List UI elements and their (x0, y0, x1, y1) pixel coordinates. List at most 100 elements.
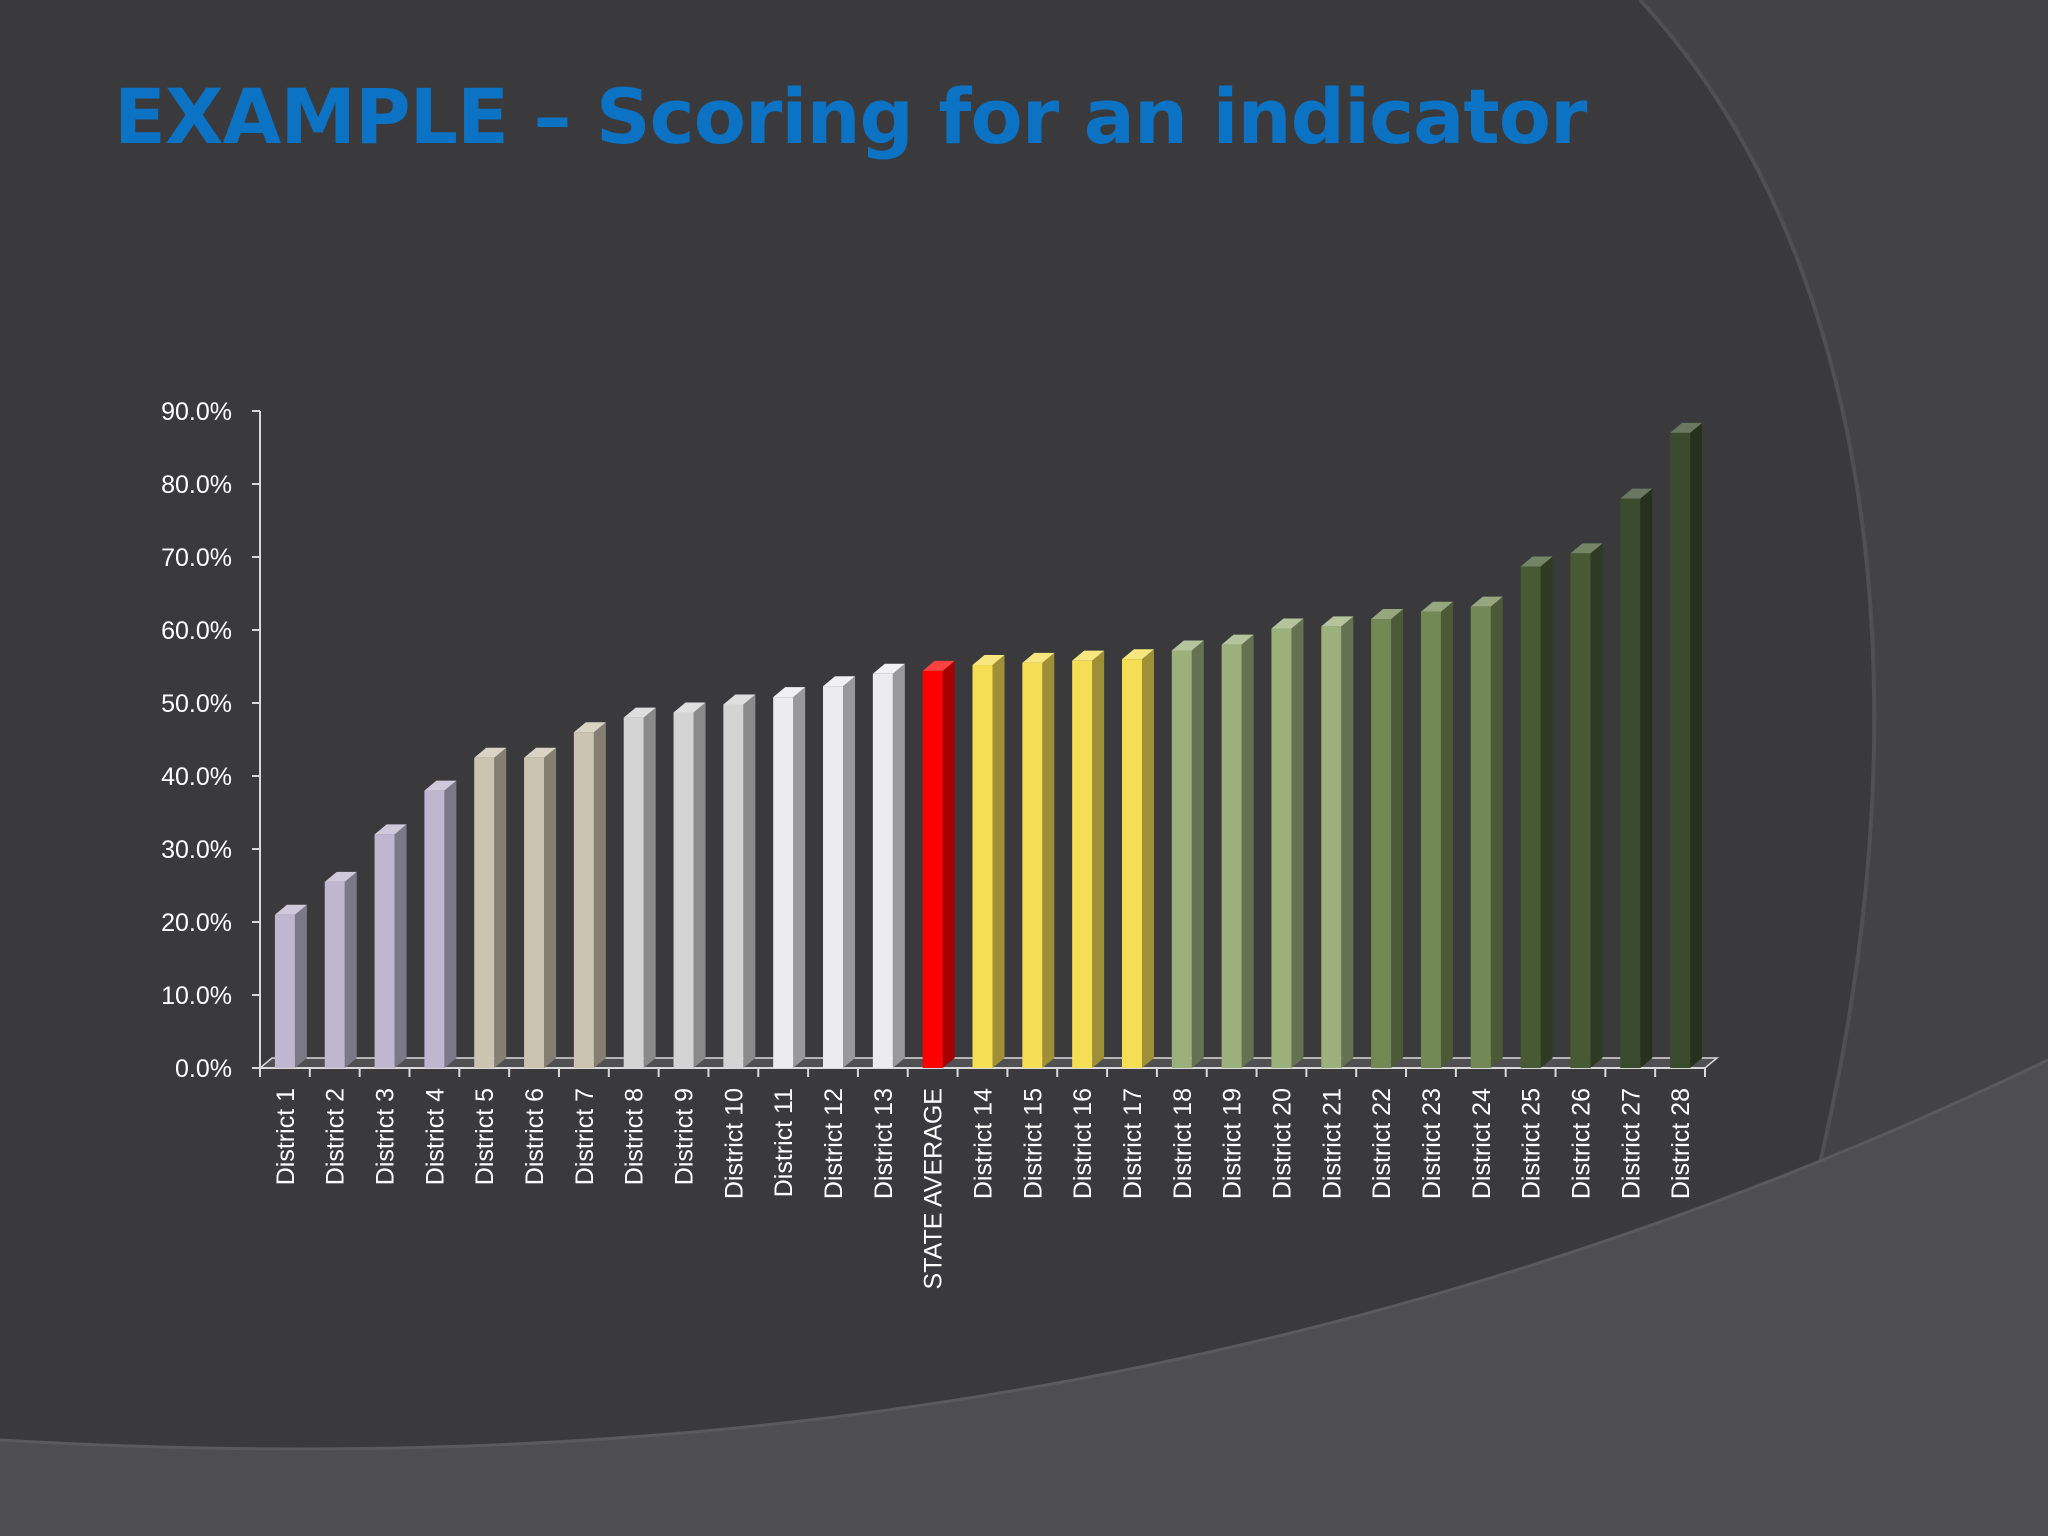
bar-front (1321, 626, 1342, 1068)
bar-side (892, 663, 905, 1068)
x-category-label: District 25 (1518, 1088, 1546, 1199)
bar (573, 722, 606, 1068)
bar-top (1670, 422, 1703, 433)
bar (1271, 618, 1304, 1068)
bar-side (793, 687, 806, 1068)
bar-top (673, 702, 706, 713)
bar-top (1420, 601, 1453, 612)
bar-front (623, 717, 644, 1068)
bar-front (324, 881, 345, 1068)
bar-top (324, 871, 357, 882)
bar-front (1470, 606, 1491, 1068)
bar (1520, 556, 1553, 1068)
x-category-label: District 20 (1268, 1088, 1296, 1199)
bar (1171, 640, 1204, 1068)
x-category-label: District 22 (1368, 1088, 1396, 1199)
bar-front (1420, 611, 1441, 1068)
bar-side (494, 747, 507, 1068)
y-tick-label: 0.0% (175, 1055, 232, 1083)
x-category-label: District 2 (322, 1088, 350, 1185)
bar-front (922, 670, 943, 1068)
bar-side (593, 722, 606, 1068)
x-category-label: District 27 (1617, 1088, 1645, 1199)
x-category-label: District 4 (421, 1088, 449, 1185)
bar-top (623, 707, 656, 718)
bar (872, 663, 905, 1068)
x-category-label: District 12 (820, 1088, 848, 1199)
bar-side (444, 780, 457, 1068)
bar (1121, 649, 1154, 1068)
bar (1670, 422, 1703, 1068)
x-category-label: District 24 (1468, 1088, 1496, 1199)
bar-front (1570, 553, 1591, 1068)
bar-top (872, 663, 905, 674)
bar (374, 824, 407, 1068)
y-tick-label: 50.0% (161, 690, 232, 718)
bar-front (673, 712, 694, 1068)
x-category-label: District 8 (621, 1088, 649, 1185)
bar-front (1072, 660, 1093, 1068)
x-category-label: District 18 (1169, 1088, 1197, 1199)
bar (773, 687, 806, 1068)
bar-side (992, 655, 1005, 1068)
bar-top (1221, 634, 1254, 645)
bar-side (743, 694, 756, 1068)
bar-side (1690, 422, 1703, 1068)
bar-top (723, 694, 756, 705)
bar (524, 747, 557, 1068)
bar-side (394, 824, 407, 1068)
bar-front (524, 757, 545, 1068)
bar-top (474, 747, 507, 758)
y-tick-label: 60.0% (161, 617, 232, 645)
bar-side (344, 871, 357, 1068)
bar-top (1321, 616, 1354, 627)
bar (723, 694, 756, 1068)
bar-top (1620, 488, 1653, 499)
bar (1321, 616, 1354, 1068)
x-category-label: District 10 (720, 1088, 748, 1199)
bar-top (1121, 649, 1154, 660)
bar-top (1022, 652, 1055, 663)
bar-front (1121, 659, 1142, 1068)
bar-side (1440, 601, 1453, 1068)
bar-side (1141, 649, 1154, 1068)
bar-front (274, 914, 295, 1068)
x-category-label: District 1 (272, 1088, 300, 1185)
bar-front (1670, 432, 1691, 1068)
bar-top (922, 660, 955, 671)
bar-top (424, 780, 457, 791)
bar-top (1171, 640, 1204, 651)
bar-front (723, 704, 744, 1068)
bar-top (524, 747, 557, 758)
bar-front (1022, 662, 1043, 1068)
bar-top (1271, 618, 1304, 629)
bar-top (1520, 556, 1553, 567)
bar (1221, 634, 1254, 1068)
x-category-label: District 17 (1119, 1088, 1147, 1199)
bar-top (823, 676, 856, 687)
bar-side (1590, 543, 1603, 1068)
bar-top (773, 687, 806, 698)
bar (1072, 650, 1105, 1068)
x-category-label: District 16 (1069, 1088, 1097, 1199)
bar-side (843, 676, 856, 1068)
x-category-label: District 19 (1219, 1088, 1247, 1199)
y-tick-label: 70.0% (161, 544, 232, 572)
bar-front (374, 834, 395, 1068)
x-category-label: District 3 (372, 1088, 400, 1185)
bar-top (1470, 596, 1503, 607)
bar-front (823, 686, 844, 1068)
x-category-label: District 21 (1318, 1088, 1346, 1199)
bar-side (1490, 596, 1503, 1068)
bar-front (1271, 628, 1292, 1068)
bar-side (544, 747, 557, 1068)
bar (274, 904, 307, 1068)
bar (972, 655, 1005, 1068)
y-tick-label: 10.0% (161, 982, 232, 1010)
bar-side (1391, 609, 1404, 1068)
x-category-label: District 5 (471, 1088, 499, 1185)
bar-side (1042, 652, 1055, 1068)
